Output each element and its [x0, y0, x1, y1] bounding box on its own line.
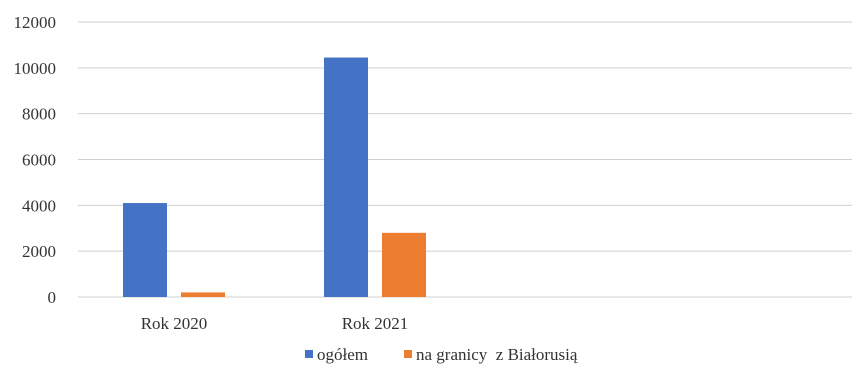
y-tick-label: 4000	[22, 196, 56, 215]
legend: ogółem na granicy z Białorusią	[305, 345, 578, 364]
y-tick-label: 8000	[22, 105, 56, 124]
legend-swatch	[305, 350, 313, 358]
x-tick-label: Rok 2021	[342, 314, 409, 333]
legend-label: ogółem	[317, 345, 368, 364]
legend-swatch	[404, 350, 412, 358]
y-tick-label: 2000	[22, 242, 56, 261]
y-tick-label: 0	[48, 288, 57, 307]
y-tick-label: 10000	[14, 59, 57, 78]
gridlines	[78, 21, 852, 298]
y-axis-ticks: 0 2000 4000 6000 8000 10000 12000	[14, 13, 57, 307]
bar-ogolem-0	[123, 203, 167, 297]
x-axis-ticks: Rok 2020 Rok 2021	[141, 314, 409, 333]
legend-label: na granicy z Białorusią	[416, 345, 578, 364]
bars	[123, 57, 426, 298]
bar-bialorus-1	[382, 232, 426, 297]
y-tick-label: 12000	[14, 13, 57, 32]
x-tick-label: Rok 2020	[141, 314, 208, 333]
bar-bialorus-0	[181, 292, 225, 297]
y-tick-label: 6000	[22, 151, 56, 170]
bar-ogolem-1	[324, 57, 368, 298]
